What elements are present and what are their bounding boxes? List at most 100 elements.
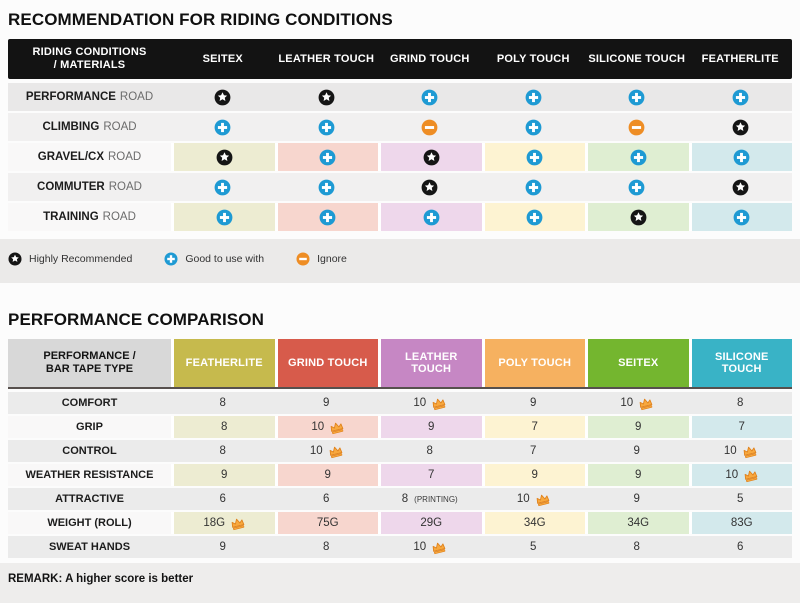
score-number: 8	[401, 493, 409, 505]
column-header: FEATHERLITE	[701, 53, 779, 65]
score-value: 10	[723, 444, 758, 459]
plus-icon	[628, 89, 645, 106]
score-cell: 6	[275, 488, 379, 510]
row-label-main: GRAVEL/CX	[37, 151, 104, 163]
minus-icon	[628, 119, 645, 136]
star-icon	[318, 89, 335, 106]
star-icon	[423, 149, 440, 166]
remark-text: REMARK: A higher score is better	[0, 563, 800, 603]
row-label: CONTROL	[62, 445, 117, 457]
row-label: GRIP	[76, 421, 103, 433]
score-number: 9	[428, 421, 435, 433]
plus-icon	[733, 149, 750, 166]
score-number: 9	[635, 469, 642, 481]
score-number: 7	[738, 421, 745, 433]
score-cell: 9	[482, 392, 586, 414]
rating-cell	[688, 203, 792, 231]
plus-icon	[318, 179, 335, 196]
score-cell: 10	[689, 440, 793, 462]
rating-cell	[689, 113, 793, 141]
score-cell: 75G	[274, 512, 378, 534]
score-cell: 5	[689, 488, 793, 510]
score-cell: 18G	[171, 512, 275, 534]
score-number: 7	[530, 445, 537, 457]
star-icon	[216, 149, 233, 166]
score-cell: 8	[171, 440, 275, 462]
plus-icon	[733, 209, 750, 226]
score-number: 10	[311, 421, 325, 433]
rating-cell	[482, 173, 586, 201]
score-cell: 83G	[688, 512, 792, 534]
plus-icon	[421, 89, 438, 106]
rating-cell	[585, 203, 689, 231]
score-number: 10	[723, 445, 737, 457]
score-number: 8	[323, 541, 330, 553]
star-icon	[214, 89, 231, 106]
score-value: 9	[634, 493, 640, 505]
score-value: 18G	[203, 516, 246, 531]
performance-table-header: PERFORMANCE / BAR TAPE TYPE FEATHERLITE G…	[8, 339, 792, 389]
score-value: 34G	[524, 517, 546, 529]
rating-cell	[275, 83, 379, 111]
row-label: COMMUTER ROAD	[8, 173, 171, 201]
score-cell: 10	[274, 416, 378, 438]
score-number: 9	[323, 397, 330, 409]
score-cell: 9	[585, 440, 689, 462]
column-header: SEITEX	[585, 339, 689, 387]
score-note: (PRINTING)	[414, 494, 458, 504]
score-cell: 7	[378, 464, 482, 486]
column-header: SEITEX	[202, 53, 243, 65]
rating-cell	[274, 143, 378, 171]
score-cell: 9	[585, 464, 689, 486]
score-number: 83G	[730, 517, 753, 529]
score-number: 8	[633, 541, 640, 553]
plus-icon	[526, 149, 543, 166]
performance-table: PERFORMANCE / BAR TAPE TYPE FEATHERLITE G…	[8, 339, 792, 558]
score-value: 29G	[420, 517, 442, 529]
riding-table-header: RIDING CONDITIONS / MATERIALS SEITEX LEAT…	[8, 39, 792, 79]
table-row: TRAINING ROAD	[8, 203, 792, 231]
score-cell: 9	[171, 536, 275, 558]
row-label: COMFORT	[61, 397, 118, 409]
crown-icon	[741, 444, 758, 459]
crown-icon	[229, 516, 246, 531]
score-cell: 9	[481, 464, 585, 486]
score-number: 18G	[203, 517, 226, 529]
column-header: FEATHERLITE	[171, 339, 275, 387]
score-number: 8	[219, 397, 226, 409]
column-header: SILICONE TOUCH	[588, 53, 686, 65]
score-number: 5	[737, 493, 744, 505]
score-value: 5	[737, 493, 743, 505]
score-cell: 9	[585, 416, 689, 438]
score-number: 10	[620, 397, 634, 409]
score-cell: 6	[171, 488, 275, 510]
column-header: LEATHER TOUCH	[378, 339, 482, 387]
score-number: 7	[531, 421, 538, 433]
score-cell: 9	[171, 464, 275, 486]
star-icon	[732, 119, 749, 136]
table-row: ATTRACTIVE 6 6 8 (PRINTING) 10 9 5	[8, 488, 792, 510]
rating-cell	[171, 113, 275, 141]
score-value: 9	[323, 397, 329, 409]
score-value: 7	[428, 469, 434, 481]
score-value: 9	[221, 469, 227, 481]
score-cell: 7	[482, 440, 586, 462]
rating-cell	[689, 173, 793, 201]
crown-icon	[328, 420, 345, 435]
score-number: 8	[426, 445, 433, 457]
plus-icon	[214, 119, 231, 136]
rating-cell	[585, 173, 689, 201]
row-label: SWEAT HANDS	[48, 541, 131, 553]
score-value: 83G	[731, 517, 753, 529]
score-value: 34G	[627, 517, 649, 529]
score-cell: 7	[481, 416, 585, 438]
score-cell: 6	[689, 536, 793, 558]
score-value: 10	[311, 420, 345, 435]
row-label-main: PERFORMANCE	[25, 91, 116, 103]
score-cell: 9	[378, 416, 482, 438]
rating-cell	[275, 173, 379, 201]
score-value: 9	[325, 469, 331, 481]
score-number: 9	[531, 469, 538, 481]
score-value: 6	[220, 493, 226, 505]
